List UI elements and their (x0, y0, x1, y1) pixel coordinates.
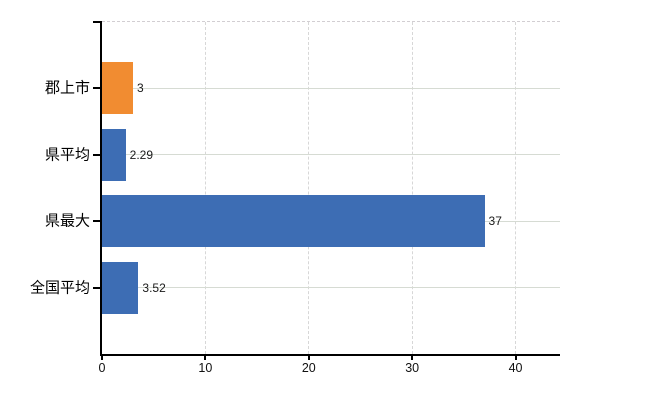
y-gridline-0 (102, 87, 560, 89)
category-label-0: 郡上市 (44, 79, 90, 97)
x-axis-tick-30 (411, 356, 414, 360)
bar-0 (102, 62, 134, 115)
y-gridline-1 (102, 154, 560, 156)
category-label-2: 県最大 (44, 212, 90, 230)
bar-value-label-3: 3.52 (142, 280, 166, 295)
x-tick-label-20: 20 (301, 361, 316, 375)
bar-value-label-1: 2.29 (129, 147, 154, 162)
y-axis-tick-3 (93, 286, 100, 289)
x-axis-line (100, 354, 560, 356)
category-label-1: 県平均 (44, 146, 90, 164)
y-axis-tick-0 (93, 87, 100, 90)
y-axis-line (100, 21, 102, 356)
y-axis-tick-1 (93, 153, 100, 156)
bar-value-label-0: 3 (137, 81, 144, 96)
category-label-3: 全国平均 (29, 279, 90, 297)
y-axis-top-tick (93, 21, 100, 23)
x-axis-tick-20 (307, 356, 310, 360)
x-gridline-20 (308, 22, 310, 354)
x-axis-tick-10 (204, 356, 207, 360)
plot-top-dashed-border (102, 21, 560, 22)
x-gridline-30 (411, 22, 413, 354)
bar-3 (102, 261, 139, 314)
x-gridline-10 (204, 22, 206, 354)
x-tick-label-40: 40 (508, 361, 523, 375)
bar-1 (102, 128, 126, 181)
bar-2 (102, 195, 485, 248)
y-axis-tick-2 (93, 220, 100, 223)
x-axis-tick-40 (514, 356, 517, 360)
x-axis-tick-0 (101, 356, 103, 360)
x-tick-label-10: 10 (198, 361, 213, 375)
y-gridline-3 (102, 287, 560, 289)
x-tick-label-30: 30 (405, 361, 420, 375)
x-tick-label-0: 0 (98, 361, 106, 375)
x-gridline-40 (515, 22, 517, 354)
bar-value-label-2: 37 (488, 214, 502, 229)
